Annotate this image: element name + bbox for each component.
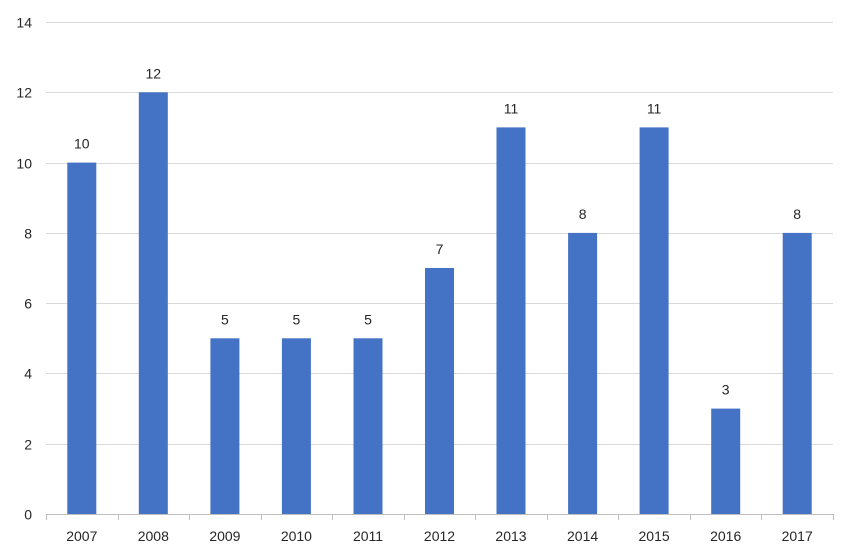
bar — [138, 92, 168, 515]
x-tick-label: 2017 — [782, 528, 813, 544]
bar — [711, 408, 741, 514]
y-tick-label: 14 — [16, 15, 32, 31]
bars — [67, 92, 812, 515]
y-tick-label: 6 — [24, 296, 32, 312]
x-tick-label: 2007 — [66, 528, 97, 544]
bar — [67, 162, 97, 514]
data-label: 11 — [647, 100, 662, 116]
x-tick-label: 2013 — [495, 528, 526, 544]
y-axis-ticks: 0 2 4 6 8 10 12 14 — [16, 15, 32, 523]
data-label: 8 — [579, 206, 587, 222]
x-axis-ticks: 2007 2008 2009 2010 2011 2012 2013 2014 2015 2016… — [66, 528, 813, 544]
bar — [568, 232, 598, 514]
data-labels: 10 12 5 5 5 7 11 8 11 3 8 — [74, 65, 801, 397]
bar — [281, 338, 311, 514]
bar — [782, 232, 812, 514]
x-tick-label: 2008 — [138, 528, 169, 544]
bar — [496, 127, 526, 515]
bar — [210, 338, 240, 514]
data-label: 5 — [221, 311, 229, 327]
x-tick-label: 2011 — [353, 528, 383, 544]
y-tick-label: 0 — [24, 507, 32, 523]
x-tick-label: 2014 — [567, 528, 598, 544]
y-tick-label: 12 — [16, 85, 32, 101]
bar — [425, 268, 454, 514]
data-label: 5 — [293, 311, 301, 327]
data-label: 3 — [722, 382, 730, 398]
x-tick-label: 2010 — [281, 528, 312, 544]
bar — [639, 127, 669, 515]
x-tick-label: 2009 — [209, 528, 240, 544]
y-tick-label: 8 — [24, 226, 32, 242]
x-axis — [46, 514, 834, 520]
data-label: 5 — [364, 311, 372, 327]
data-label: 11 — [504, 100, 519, 116]
y-tick-label: 4 — [24, 366, 32, 382]
data-label: 10 — [74, 136, 90, 152]
y-tick-label: 2 — [24, 437, 32, 453]
x-tick-label: 2012 — [424, 528, 455, 544]
data-label: 7 — [436, 241, 444, 257]
x-tick-label: 2015 — [639, 528, 670, 544]
y-tick-label: 10 — [16, 156, 32, 172]
data-label: 12 — [146, 65, 162, 81]
x-tick-label: 2016 — [710, 528, 741, 544]
bar — [353, 338, 383, 514]
data-label: 8 — [793, 206, 801, 222]
